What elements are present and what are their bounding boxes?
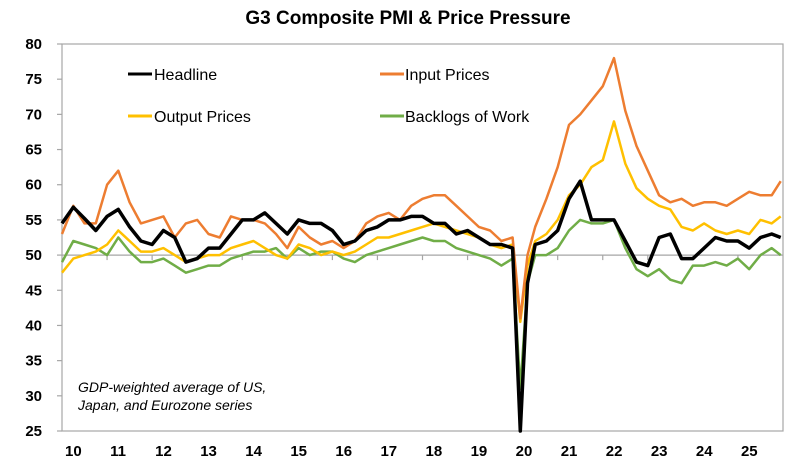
- x-tick-label: 20: [516, 443, 533, 460]
- plot-area-frame: [61, 43, 784, 432]
- x-tick-label: 24: [696, 443, 713, 460]
- legend-label-input-prices: Input Prices: [405, 67, 489, 84]
- y-tick-label: 45: [25, 282, 42, 299]
- series-line-input-prices: [60, 56, 782, 320]
- legend-item-headline: Headline: [128, 67, 217, 84]
- y-tick-label: 75: [25, 71, 42, 88]
- legend-item-backlogs-of-work: Backlogs of Work: [380, 109, 530, 126]
- legend-label-output-prices: Output Prices: [154, 109, 251, 126]
- y-tick-label: 80: [25, 36, 42, 53]
- y-tick-label: 70: [25, 106, 42, 123]
- x-tick-label: 19: [471, 443, 488, 460]
- x-tick-label: 18: [426, 443, 443, 460]
- x-tick-label: 21: [561, 443, 578, 460]
- y-tick-label: 40: [25, 317, 42, 334]
- x-tick-label: 16: [335, 443, 352, 460]
- legend-label-backlogs-of-work: Backlogs of Work: [405, 109, 530, 126]
- x-tick-label: 12: [155, 443, 172, 460]
- x-tick-label: 15: [290, 443, 307, 460]
- y-tick-label: 50: [25, 247, 42, 264]
- annotation-line-1: GDP-weighted average of US,: [78, 379, 266, 395]
- x-tick-label: 10: [65, 443, 82, 460]
- x-tick-label: 23: [651, 443, 668, 460]
- x-tick-label: 14: [245, 443, 262, 460]
- y-tick-label: 25: [25, 423, 42, 440]
- x-tick-label: 11: [110, 443, 126, 460]
- annotation-line-2: Japan, and Eurozone series: [77, 397, 252, 413]
- annotation: GDP-weighted average of US, Japan, and E…: [77, 379, 266, 413]
- legend-item-output-prices: Output Prices: [128, 109, 251, 126]
- series-line-headline: [60, 179, 782, 433]
- x-tick-label: 22: [606, 443, 623, 460]
- legend-label-headline: Headline: [154, 67, 217, 84]
- x-tick-label: 17: [380, 443, 397, 460]
- x-axis: 10 11 12 13 14 15 16 17 18 19 20 21 22 23 24 25: [65, 443, 758, 460]
- y-tick-label: 55: [25, 212, 42, 229]
- x-tick-label: 13: [200, 443, 217, 460]
- series-line-output-prices: [61, 120, 782, 324]
- series-lines: [60, 56, 782, 433]
- y-tick-label: 60: [25, 177, 42, 194]
- chart-title: G3 Composite PMI & Price Pressure: [245, 8, 570, 29]
- x-tick-label: 25: [741, 443, 758, 460]
- y-tick-label: 65: [25, 142, 42, 159]
- y-axis: 25 30 35 40 45 50 55 60 65 70 75 80: [25, 36, 62, 440]
- y-tick-label: 30: [25, 388, 42, 405]
- legend-item-input-prices: Input Prices: [380, 67, 489, 84]
- legend: Headline Input Prices Output Prices Back…: [128, 67, 530, 126]
- y-tick-label: 35: [25, 353, 42, 370]
- series-line-backlogs-of-work: [60, 218, 782, 391]
